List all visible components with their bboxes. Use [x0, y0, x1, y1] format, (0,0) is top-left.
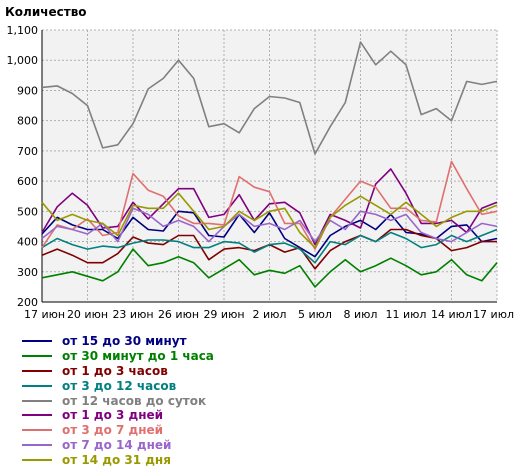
axes	[41, 30, 497, 303]
legend-item: от 3 до 7 дней	[22, 423, 214, 438]
x-tick-label: 2 июл	[253, 308, 287, 321]
legend-swatch	[22, 399, 52, 402]
series-lines	[41, 41, 498, 288]
legend-swatch	[22, 429, 52, 432]
legend-swatch	[22, 340, 52, 343]
y-axis-title: Количество	[5, 5, 87, 19]
legend-label: от 3 до 12 часов	[62, 378, 177, 393]
y-tick-label: 500	[17, 205, 38, 218]
legend-label: от 30 минут до 1 часа	[62, 349, 214, 364]
legend-swatch	[22, 458, 52, 461]
legend-label: от 14 до 31 дня	[62, 452, 171, 467]
tick-labels: 200 300 400 500 600 700 800 900 1,000 1,100 17 июн…	[7, 24, 515, 321]
series-line-5	[41, 41, 498, 155]
legend-swatch	[22, 369, 52, 372]
legend-label: от 1 до 3 часов	[62, 363, 168, 378]
legend-label: от 12 часов до суток	[62, 393, 207, 408]
series-line-2	[41, 248, 498, 288]
legend-item: от 1 до 3 часов	[22, 364, 214, 379]
x-tick-label: 17 июл	[473, 308, 514, 321]
line-chart: 200 300 400 500 600 700 800 900 1,000 1,100 17 июн…	[5, 5, 515, 321]
x-tick-label: 26 июн	[158, 308, 199, 321]
legend-item: от 12 часов до суток	[22, 393, 214, 408]
x-tick-label: 8 июл	[344, 308, 378, 321]
legend-label: от 7 до 14 дней	[62, 437, 172, 452]
y-tick-label: 600	[17, 175, 38, 188]
legend-label: от 1 до 3 дней	[62, 408, 164, 423]
series-line-4	[41, 228, 498, 264]
legend-label: от 3 до 7 дней	[62, 423, 164, 438]
x-tick-label: 17 июн	[24, 308, 65, 321]
x-tick-label: 23 июн	[112, 308, 153, 321]
x-tick-label: 20 июн	[67, 308, 108, 321]
legend-item: от 14 до 31 дня	[22, 452, 214, 467]
legend-swatch	[22, 355, 52, 358]
series-line-1	[41, 210, 498, 258]
y-tick-label: 300	[17, 266, 38, 279]
legend-item: от 3 до 12 часов	[22, 378, 214, 393]
legend: от 15 до 30 минут от 30 минут до 1 часа от…	[22, 334, 214, 467]
y-tick-label: 1,100	[7, 24, 39, 37]
legend-item: от 15 до 30 минут	[22, 334, 214, 349]
y-tick-label: 1,000	[7, 54, 39, 67]
x-tick-label: 5 июл	[298, 308, 332, 321]
y-tick-label: 900	[17, 84, 38, 97]
series-line-6	[41, 168, 498, 246]
x-tick-label: 29 июн	[203, 308, 244, 321]
legend-label: от 15 до 30 минут	[62, 334, 187, 349]
legend-item: от 7 до 14 дней	[22, 438, 214, 453]
series-line-9	[41, 192, 498, 249]
y-tick-label: 800	[17, 115, 38, 128]
x-tick-label: 14 июл	[431, 308, 472, 321]
legend-item: от 30 минут до 1 часа	[22, 349, 214, 364]
legend-swatch	[22, 414, 52, 417]
series-line-7	[41, 160, 498, 250]
series-line-8	[41, 207, 498, 243]
legend-swatch	[22, 443, 52, 446]
legend-swatch	[22, 384, 52, 387]
legend-item: от 1 до 3 дней	[22, 408, 214, 423]
y-tick-label: 200	[17, 296, 38, 309]
y-tick-label: 700	[17, 145, 38, 158]
x-tick-label: 11 июл	[386, 308, 427, 321]
y-tick-label: 400	[17, 236, 38, 249]
